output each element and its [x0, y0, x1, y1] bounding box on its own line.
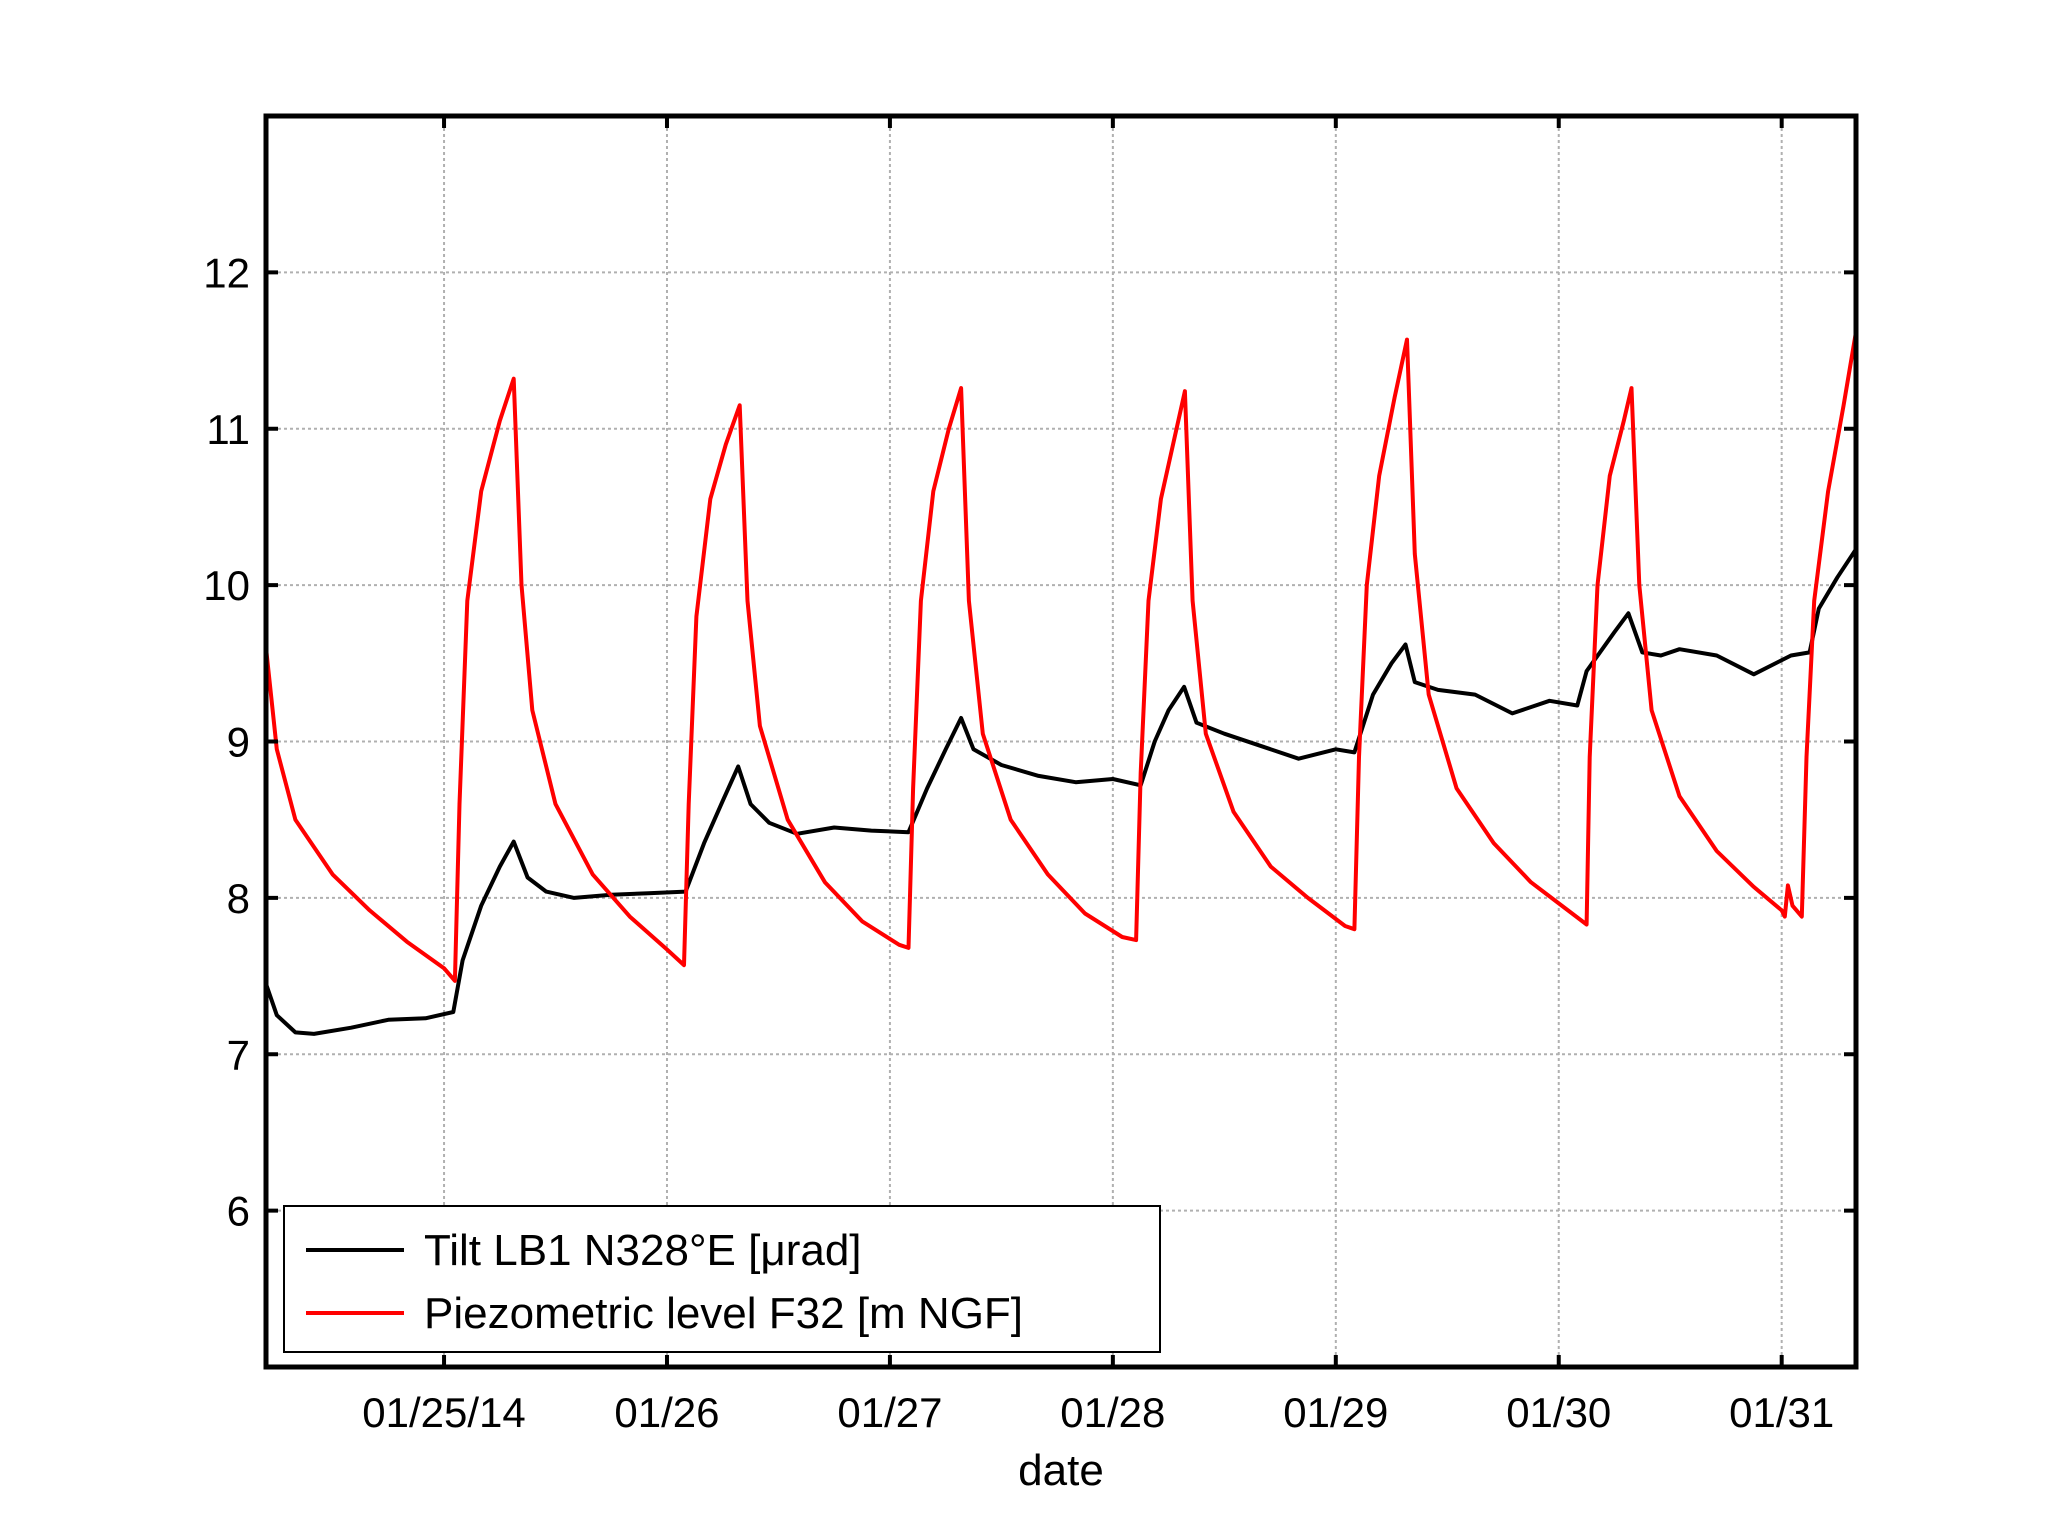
- series-lines: [264, 331, 1858, 1036]
- y-tick-label: 6: [227, 1188, 250, 1235]
- y-tick-label: 8: [227, 875, 250, 922]
- x-axis-label: date: [1018, 1446, 1104, 1495]
- y-tick-label: 11: [206, 406, 250, 453]
- x-tick-label: 01/25/14: [362, 1389, 526, 1436]
- x-tick-label: 01/30: [1506, 1389, 1611, 1436]
- x-tick-label: 01/28: [1060, 1389, 1165, 1436]
- legend: Tilt LB1 N328°E [μrad] Piezometric level…: [283, 1205, 1161, 1353]
- y-tick-label: 12: [203, 249, 250, 296]
- legend-box: [283, 1205, 1161, 1353]
- y-tick-label: 10: [203, 562, 250, 609]
- x-tick-label: 01/31: [1729, 1389, 1834, 1436]
- series-line-tilt: [264, 548, 1858, 1036]
- y-tick-label: 9: [227, 719, 250, 766]
- grid: [266, 116, 1856, 1367]
- x-tick-label: 01/26: [614, 1389, 719, 1436]
- legend-label-tilt: Tilt LB1 N328°E [μrad]: [424, 1226, 862, 1275]
- axis-ticks: 01/25/14 01/26 01/27 01/28 01/29 01/30 01/31 6 7…: [203, 116, 1856, 1436]
- legend-label-piezometric: Piezometric level F32 [m NGF]: [424, 1289, 1023, 1338]
- y-tick-label: 7: [227, 1031, 250, 1078]
- x-tick-label: 01/29: [1283, 1389, 1388, 1436]
- series-line-piezometric: [264, 331, 1858, 983]
- x-tick-label: 01/27: [837, 1389, 942, 1436]
